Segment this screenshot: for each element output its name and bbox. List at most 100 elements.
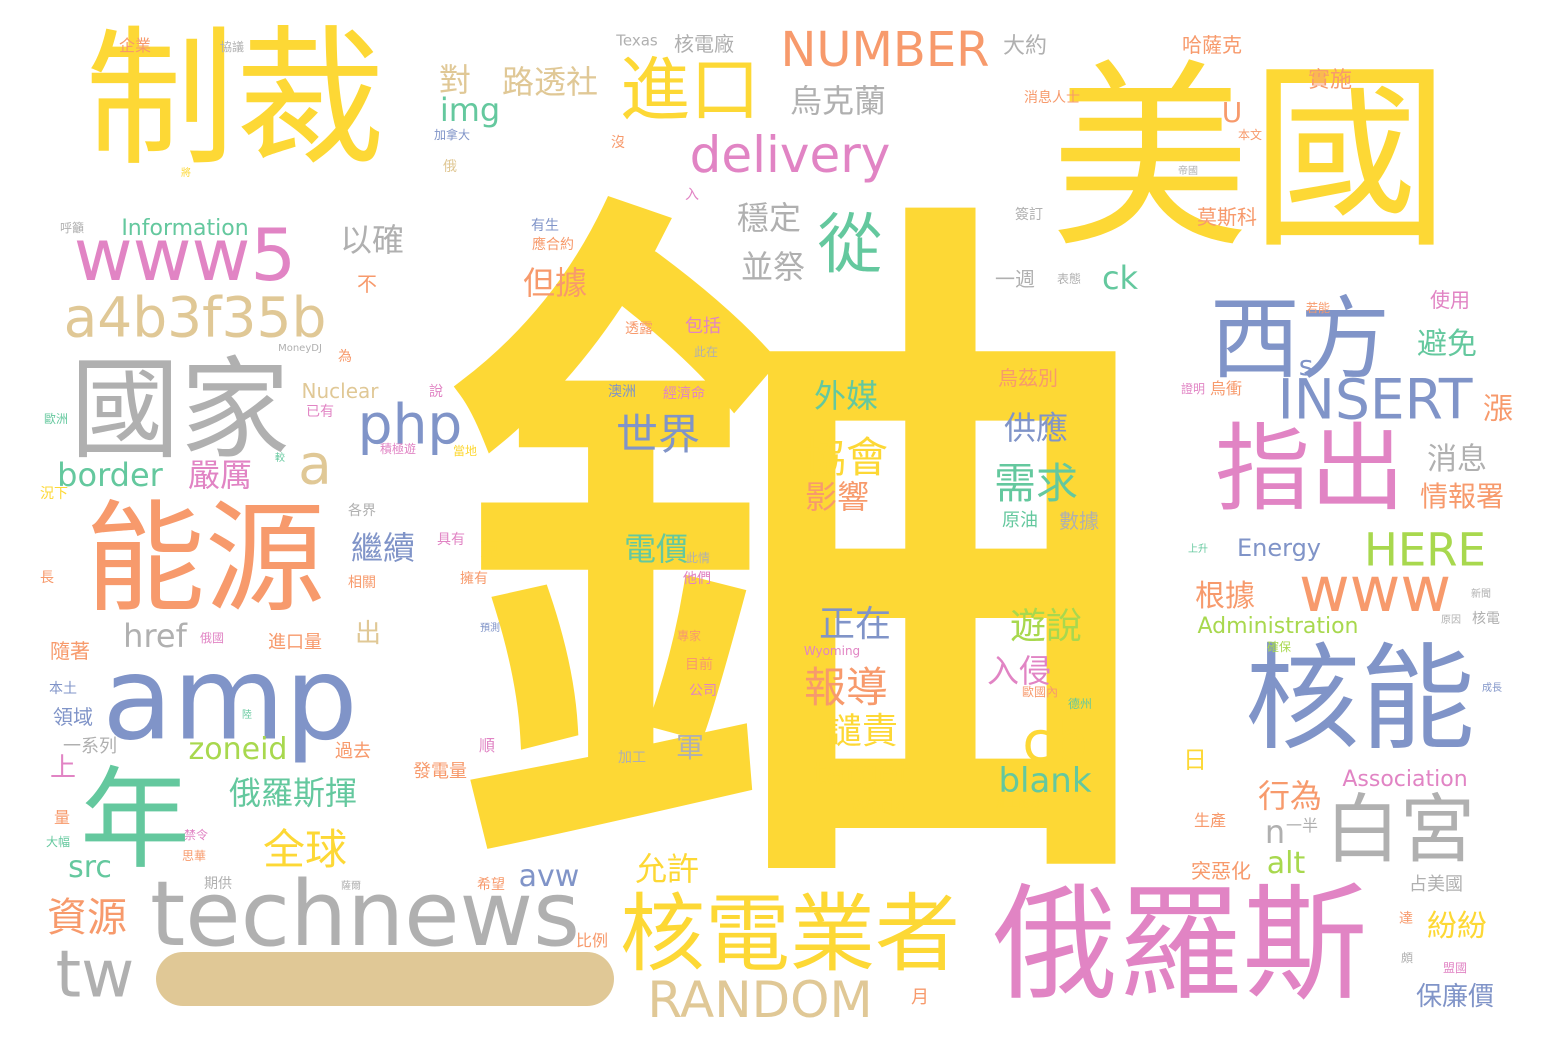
word: 簽訂: [1015, 207, 1043, 223]
word: 美國: [1049, 43, 1451, 276]
word: 世界: [615, 410, 701, 459]
word: 專家: [676, 629, 702, 643]
word: 一系列: [63, 736, 117, 757]
word: 報導: [803, 663, 889, 712]
word: src: [68, 850, 112, 885]
word: 全球: [262, 825, 348, 874]
word: 公司: [689, 683, 717, 699]
word: 俄國: [199, 631, 225, 645]
word: 順: [478, 736, 496, 755]
word: 消息: [1427, 442, 1487, 477]
word: 進口: [620, 49, 760, 131]
word: 突惡化: [1191, 859, 1251, 883]
word: 指出: [1214, 414, 1406, 525]
word: 相關: [348, 575, 376, 591]
word: 俄: [443, 159, 457, 175]
word: php: [357, 392, 463, 457]
word: technews: [149, 862, 581, 967]
word: 核能: [1244, 632, 1476, 767]
word: 烏茲別: [998, 366, 1058, 390]
word: 數據: [1059, 509, 1099, 533]
word: 烏克蘭: [789, 82, 887, 120]
word: U: [1221, 96, 1243, 129]
word: 大約: [1002, 34, 1048, 59]
word: 上: [49, 753, 77, 783]
word: n: [1264, 813, 1286, 851]
word: 核電: [1472, 611, 1500, 627]
word: 本文: [1237, 128, 1263, 142]
word: 隨著: [50, 639, 90, 663]
word: 經濟命: [663, 386, 705, 402]
word: 影響: [804, 478, 870, 516]
word: 保廉價: [1415, 982, 1495, 1012]
word: 鈾: [450, 152, 1150, 967]
word: 目前: [685, 657, 713, 673]
word: 各界: [348, 503, 376, 519]
word: Administration: [1197, 614, 1359, 639]
word: 根據: [1195, 579, 1255, 614]
word: 行為: [1257, 777, 1323, 815]
word: zoneid: [188, 732, 288, 767]
word: 表態: [1056, 272, 1082, 286]
word: 透露: [625, 321, 653, 337]
word: 歐國內: [1021, 685, 1059, 699]
word: 確保: [1266, 640, 1292, 654]
word: 擁有: [460, 571, 488, 587]
word: 入侵: [986, 652, 1052, 690]
word: 原因: [1441, 615, 1461, 626]
word: 薩爾: [341, 881, 361, 892]
word: 白宮: [1324, 785, 1476, 874]
word: 禁令: [183, 828, 209, 842]
word: 出: [354, 619, 382, 649]
word: www: [1298, 553, 1452, 626]
word: 期供: [204, 876, 232, 892]
word: RANDOM: [647, 971, 873, 1029]
word: 希望: [477, 877, 505, 893]
word: 供應: [1003, 409, 1069, 447]
word: 電價: [623, 530, 689, 568]
word: 說: [429, 384, 443, 400]
word: World: [850, 794, 908, 818]
word: 此在: [693, 345, 719, 359]
word: 一半: [1285, 816, 1319, 835]
word: 領域: [53, 705, 93, 729]
word: 需求: [993, 459, 1079, 508]
word: 路透社: [501, 63, 599, 101]
word: 正在: [818, 604, 892, 645]
word: 日: [1183, 746, 1207, 774]
word: target: [813, 754, 911, 792]
word: 消息人士: [1024, 90, 1080, 106]
word: 帝國: [1178, 166, 1198, 177]
word: 具有: [437, 532, 465, 548]
word: Information: [121, 216, 249, 241]
word: 已有: [306, 404, 334, 420]
word: href: [123, 617, 187, 655]
word: Energy: [1236, 534, 1322, 562]
word: 生產: [1193, 811, 1227, 830]
word: 有生: [531, 218, 559, 234]
word: 長: [40, 570, 54, 586]
word: 占美國: [1409, 874, 1463, 895]
word: amp: [102, 632, 358, 767]
word: 協會: [803, 433, 889, 482]
word: 紛紛: [1427, 909, 1487, 944]
word: NUMBER: [780, 22, 990, 78]
word: Nuclear: [301, 379, 379, 403]
word: 此情: [685, 551, 711, 565]
word: 德州: [1067, 697, 1093, 711]
word: 他們: [683, 571, 711, 587]
decorative-bar: [156, 952, 614, 1006]
word: tw: [55, 937, 135, 1013]
word: 過去: [335, 741, 371, 762]
word: 加工: [618, 750, 646, 766]
word: 證明: [1180, 382, 1206, 396]
word: INSERT: [1277, 367, 1473, 432]
word: 況下: [40, 486, 68, 502]
word: 並祭: [740, 248, 806, 286]
word: 大幅: [45, 835, 71, 849]
word: 但據: [522, 264, 588, 302]
word: Association: [1342, 767, 1468, 792]
word: alt: [1266, 846, 1306, 881]
word: 加工能力: [996, 796, 1040, 810]
word: 新聞: [1471, 589, 1491, 600]
